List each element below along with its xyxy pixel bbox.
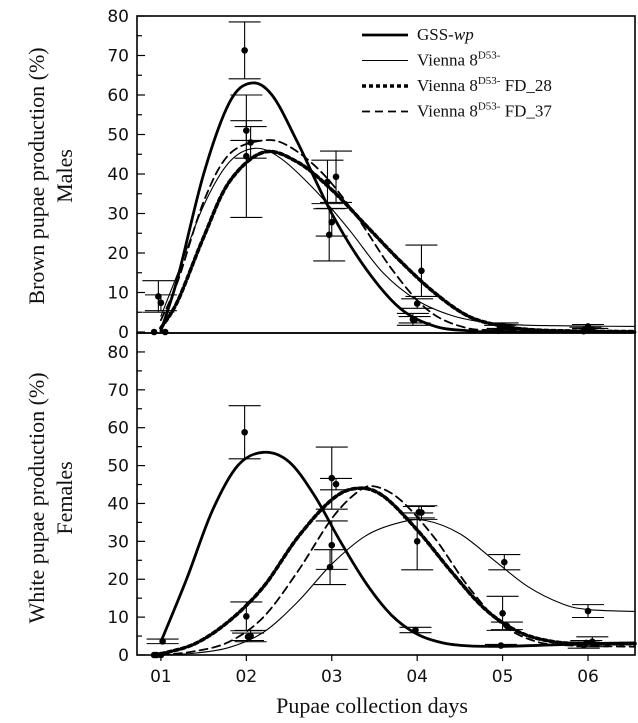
- top-y-tick-label: 80: [107, 7, 129, 27]
- top-series-3-point: [418, 267, 425, 275]
- bottom-series-4-line: [160, 485, 636, 656]
- x-axis: 01 02 03 04 05 06: [150, 655, 599, 687]
- bottom-panel: 0 10 20 30 40 50 60 70 80: [107, 332, 637, 666]
- top-series-3-point: [247, 139, 254, 146]
- bottom-series-4-point: [247, 632, 254, 640]
- top-series-4-line: [160, 139, 636, 333]
- x-tick-label: 04: [406, 667, 428, 687]
- bottom-y-tick-label: 40: [107, 494, 129, 514]
- top-y-tick-label: 20: [107, 244, 129, 264]
- top-y-axis-title: Brown pupae production (%): [24, 47, 49, 304]
- bottom-y-tick-label: 80: [107, 343, 129, 363]
- top-series-4-point: [409, 316, 417, 323]
- top-y-tick-label: 30: [107, 205, 129, 225]
- bottom-series-1-point: [241, 428, 248, 436]
- bottom-y-tick-label: 10: [107, 608, 129, 628]
- top-series-group: [142, 21, 637, 336]
- bottom-series-4-point: [413, 538, 421, 545]
- top-series-4-point: [324, 178, 331, 186]
- x-tick-label: 05: [492, 667, 514, 687]
- bottom-y-tick-label: 50: [107, 457, 129, 477]
- legend-label-1: GSS-wp: [417, 25, 474, 44]
- x-tick-label: 02: [236, 667, 258, 687]
- bottom-y-axis-subtitle: Females: [52, 461, 77, 534]
- top-y-axis: 0 10 20 30 40 50 60 70 80: [107, 7, 145, 343]
- top-series-2-point: [328, 218, 336, 226]
- bottom-series-4-point: [328, 474, 336, 482]
- top-series-2-point: [157, 299, 165, 307]
- bottom-series-4-point: [499, 610, 506, 617]
- bottom-series-4-point: [150, 651, 158, 659]
- bottom-series-2-point: [584, 607, 592, 615]
- legend: GSS-wp Vienna 8D53- Vienna 8D53- FD_28 Vien…: [362, 25, 552, 121]
- bottom-y-tick-label: 30: [107, 532, 129, 552]
- top-series-1-point: [241, 47, 248, 54]
- bottom-y-tick-label: 20: [107, 570, 129, 590]
- top-series-4-point: [150, 328, 158, 336]
- top-series-1-line: [159, 81, 637, 334]
- legend-label-2: Vienna 8D53-: [417, 50, 501, 70]
- bottom-y-axis: 0 10 20 30 40 50 60 70 80: [107, 343, 145, 666]
- bottom-series-2-point: [501, 558, 508, 566]
- top-y-tick-label: 0: [118, 323, 129, 343]
- top-series-2-line: [160, 147, 636, 328]
- x-axis-title: Pupae collection days: [276, 693, 468, 718]
- bottom-y-tick-label: 0: [118, 646, 129, 666]
- top-y-tick-label: 40: [107, 165, 129, 185]
- bottom-series-1-point: [412, 626, 419, 634]
- top-y-tick-label: 10: [107, 284, 129, 304]
- bottom-series-1-point: [497, 642, 505, 649]
- top-series-4-point: [243, 152, 250, 160]
- x-tick-label: 01: [150, 667, 172, 687]
- bottom-series-2-point: [328, 541, 336, 549]
- bottom-series-1-point: [159, 638, 166, 645]
- top-y-axis-subtitle: Males: [52, 149, 77, 203]
- bottom-series-group: [146, 405, 637, 659]
- bottom-y-axis-title: White pupae production (%): [24, 372, 49, 623]
- x-tick-label: 03: [321, 667, 343, 687]
- top-panel-frame: [136, 15, 636, 334]
- x-tick-label: 06: [577, 667, 599, 687]
- bottom-series-4-point: [580, 641, 588, 649]
- bottom-series-2-line: [160, 519, 636, 656]
- top-series-3-point: [332, 173, 340, 181]
- top-series-3-point: [503, 323, 511, 331]
- bottom-y-tick-label: 70: [107, 381, 129, 401]
- top-series-3-point: [161, 328, 169, 336]
- bottom-series-3-line: [159, 486, 637, 656]
- top-y-tick-label: 50: [107, 126, 129, 146]
- top-y-tick-label: 70: [107, 47, 129, 67]
- bottom-series-3-point: [332, 480, 340, 488]
- bottom-y-tick-label: 60: [107, 419, 129, 439]
- bottom-panel-frame: [136, 332, 636, 656]
- legend-label-3: Vienna 8D53- FD_28: [417, 75, 552, 95]
- top-series-3-line: [159, 149, 637, 334]
- top-panel: 0 10 20 30 40 50 60 70 80 GSS-wp Vienna 8D53- Vien…: [107, 7, 637, 343]
- legend-label-4: Vienna 8D53- FD_37: [417, 101, 552, 121]
- bottom-series-3-point: [243, 613, 250, 620]
- top-y-tick-label: 60: [107, 86, 129, 106]
